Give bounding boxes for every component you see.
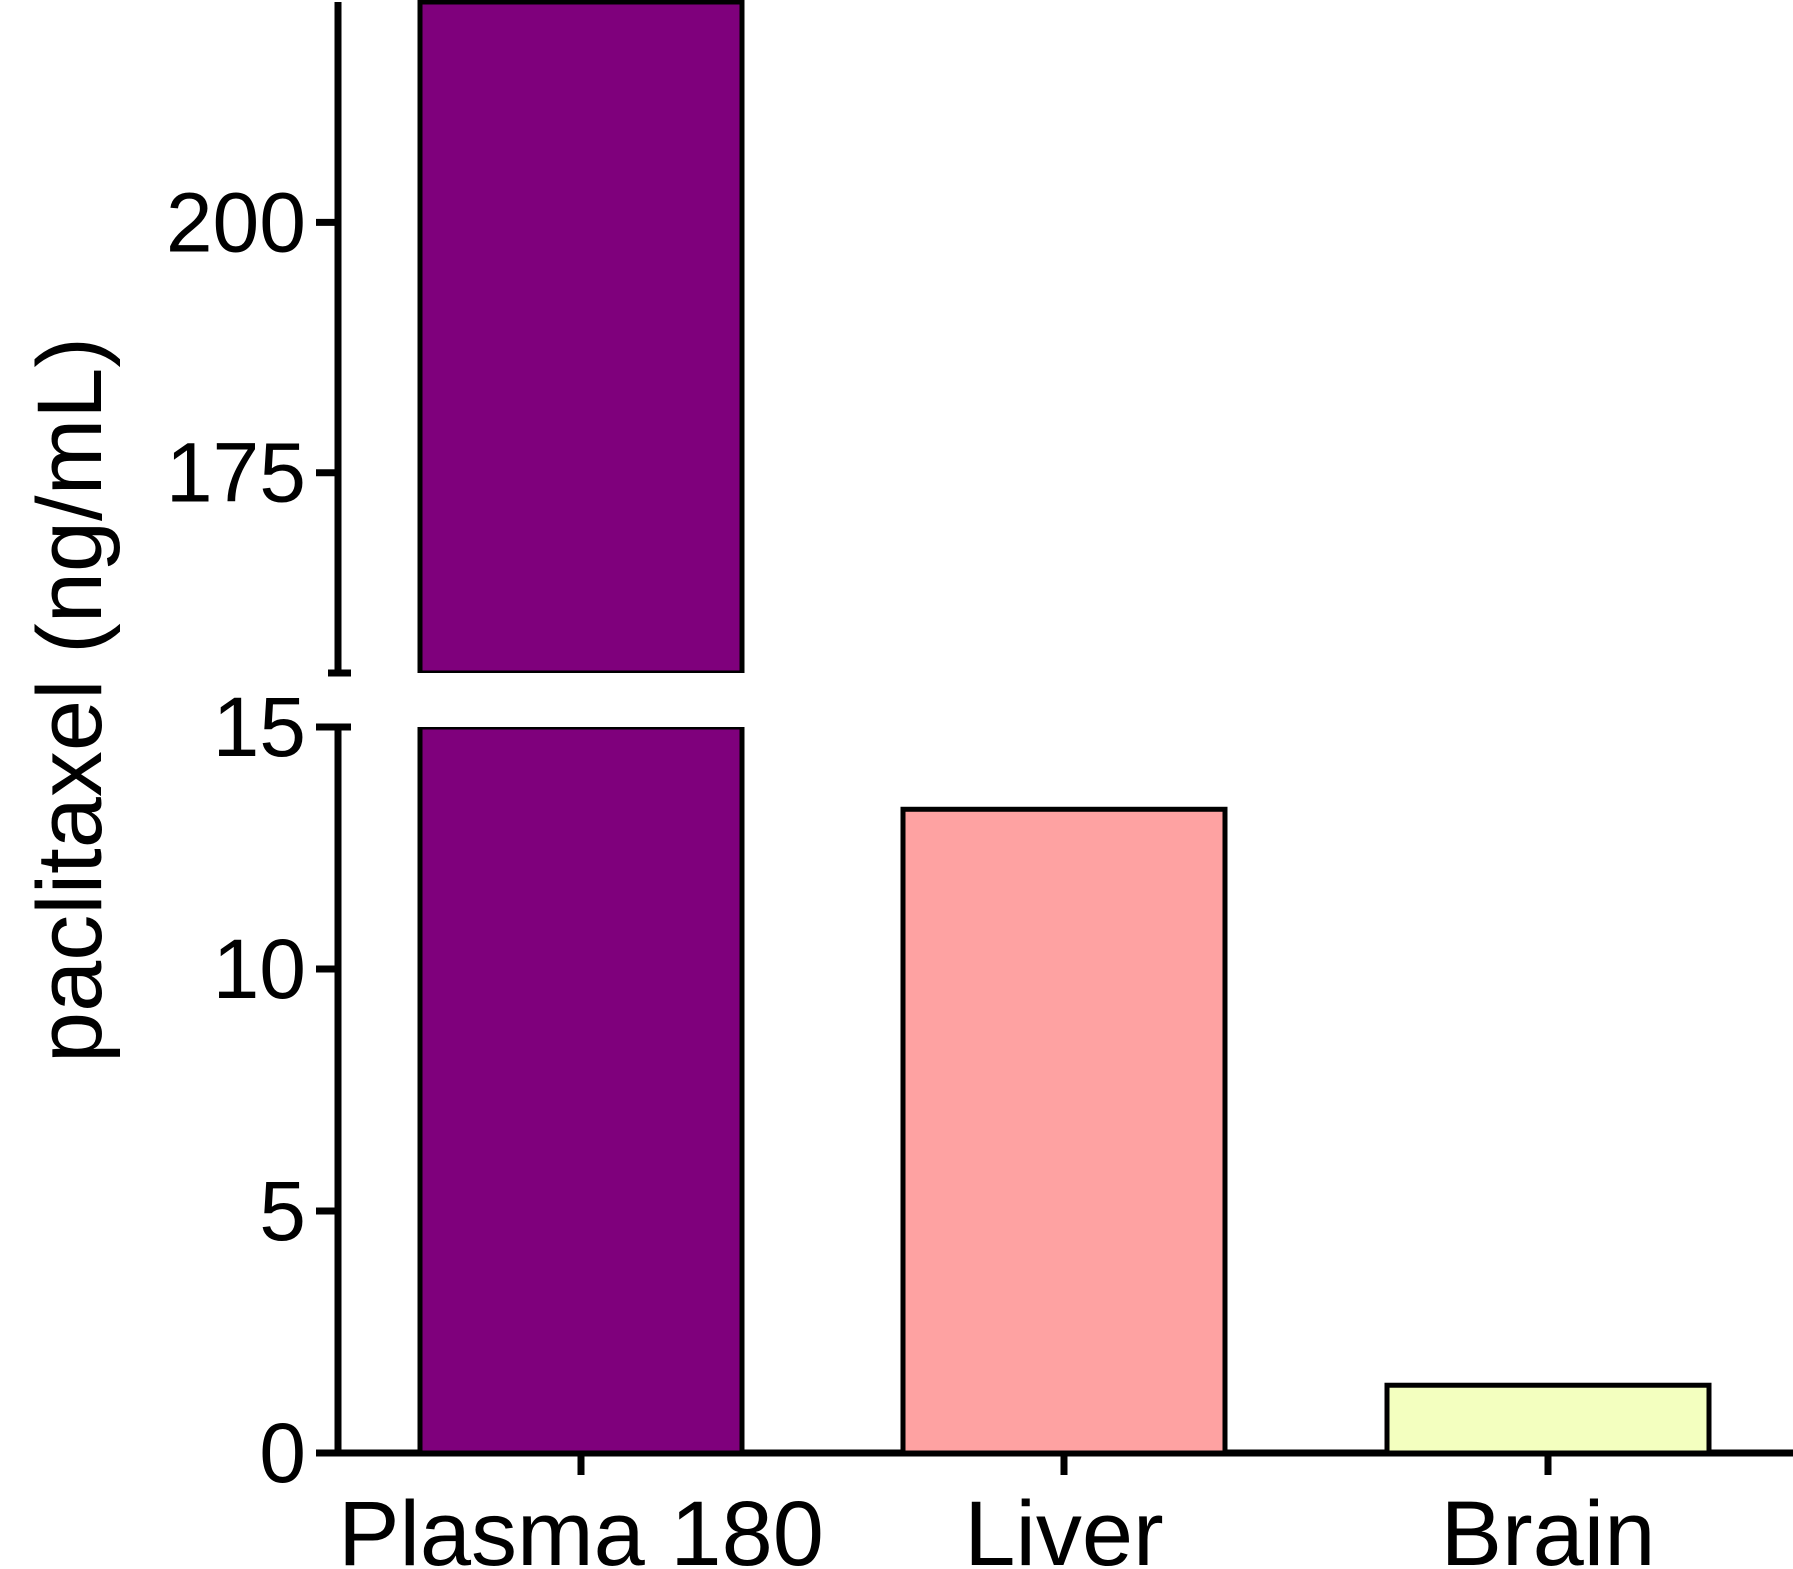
- category-labels: Plasma 180 Liver Brain: [338, 1453, 1655, 1569]
- y-tick-label: 5: [259, 1164, 306, 1258]
- y-tick-label: 175: [166, 426, 306, 520]
- y-tick-label: 200: [166, 175, 306, 269]
- x-category-label: Plasma 180: [338, 1483, 824, 1569]
- bars: [414, 0, 1712, 1456]
- x-category-label: Brain: [1441, 1483, 1656, 1569]
- bar-break-gap: [414, 673, 748, 727]
- bar-plasma-180-upper: [417, 0, 745, 676]
- bar-liver: [900, 806, 1228, 1456]
- bar-brain: [1384, 1382, 1712, 1456]
- x-category-label: Liver: [964, 1483, 1163, 1569]
- bar-plasma-180-lower: [417, 724, 745, 1456]
- y-axis-title: paclitaxel (ng/mL): [19, 337, 121, 1063]
- y-tick-label: 0: [259, 1406, 306, 1500]
- y-tick-label: 10: [213, 922, 306, 1016]
- y-tick-label: 15: [213, 680, 306, 774]
- upper-axis-segment: 175 200: [166, 2, 351, 677]
